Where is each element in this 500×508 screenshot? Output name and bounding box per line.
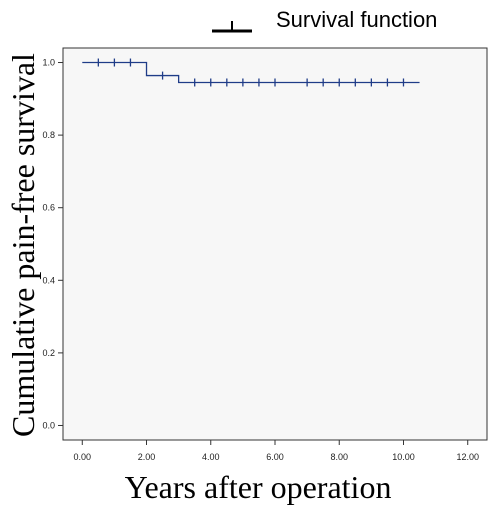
y-tick-label: 0.2 xyxy=(42,348,55,358)
x-axis-title: Years after operation xyxy=(125,469,392,505)
x-axis: 0.00 2.00 4.00 6.00 8.00 10.00 12.00 xyxy=(74,440,479,462)
legend-label: Survival function xyxy=(276,7,437,32)
x-tick-label: 10.00 xyxy=(392,452,415,462)
y-tick-label: 0.8 xyxy=(42,130,55,140)
y-tick-label: 0.6 xyxy=(42,203,55,213)
x-tick-label: 6.00 xyxy=(266,452,284,462)
x-tick-label: 4.00 xyxy=(202,452,220,462)
y-tick-label: 0.0 xyxy=(42,420,55,430)
x-tick-label: 12.00 xyxy=(456,452,479,462)
y-tick-label: 0.4 xyxy=(42,275,55,285)
series-layer xyxy=(82,58,420,87)
x-tick-label: 0.00 xyxy=(74,452,92,462)
x-tick-label: 2.00 xyxy=(138,452,156,462)
x-tick-label: 8.00 xyxy=(330,452,348,462)
y-axis-title: Cumulative pain-free survival xyxy=(5,53,41,437)
y-axis: 0.0 0.2 0.4 0.6 0.8 1.0 xyxy=(42,58,63,430)
y-tick-label: 1.0 xyxy=(42,58,55,68)
legend: Survival function xyxy=(212,7,437,33)
plot-area xyxy=(62,47,488,441)
